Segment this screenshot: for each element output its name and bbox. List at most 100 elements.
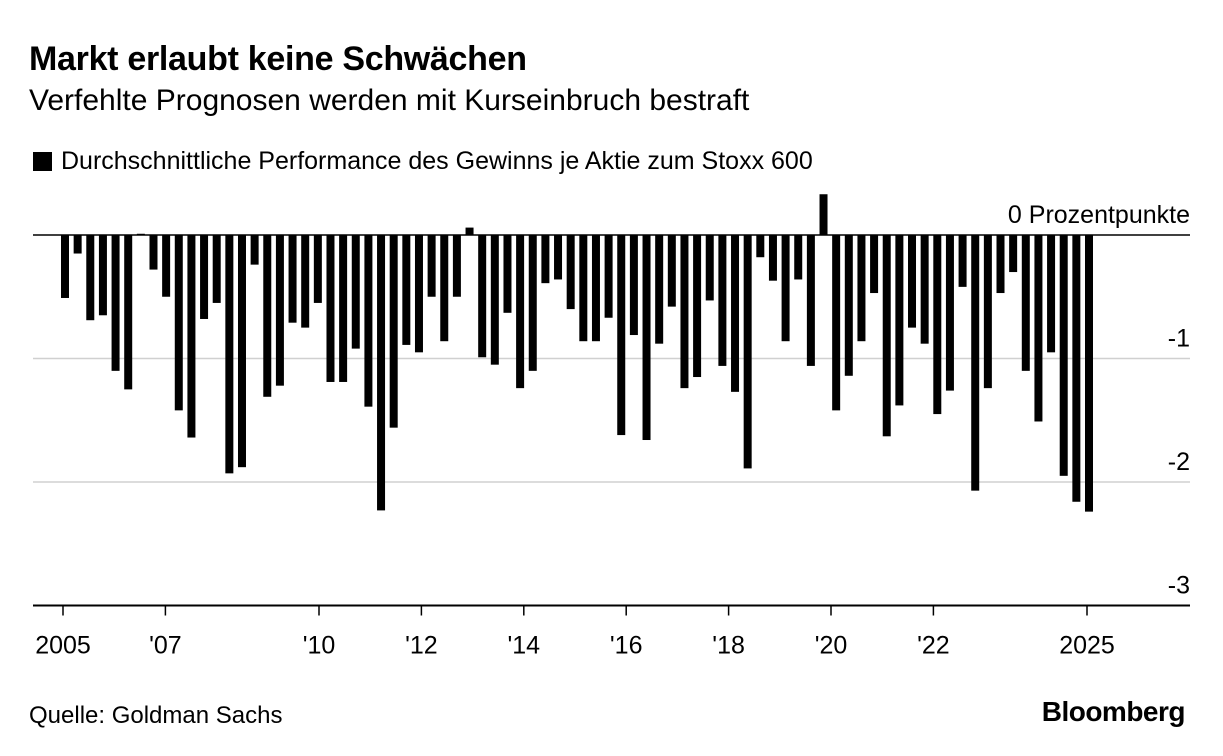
- bar: [414, 235, 423, 353]
- bar: [465, 227, 474, 235]
- bar: [844, 235, 853, 376]
- bar: [313, 235, 322, 303]
- bar: [124, 235, 133, 390]
- bars: [61, 194, 1093, 512]
- bar: [162, 235, 171, 297]
- bar: [832, 235, 841, 411]
- chart-subtitle: Verfehlte Prognosen werden mit Kurseinbr…: [29, 84, 750, 117]
- bar: [781, 235, 790, 342]
- bar: [1021, 235, 1030, 371]
- bar: [680, 235, 689, 389]
- x-tick-label: '14: [508, 632, 541, 660]
- x-tick-label: '20: [815, 632, 848, 660]
- bar: [693, 235, 702, 378]
- bar: [1047, 235, 1056, 353]
- y-tick-label: 0 Prozentpunkte: [1008, 201, 1190, 229]
- bar: [768, 235, 777, 281]
- bar: [61, 235, 69, 298]
- bar: [1072, 235, 1081, 502]
- bar: [895, 235, 904, 406]
- bar: [806, 235, 815, 366]
- bar: [174, 235, 183, 411]
- x-tick-label: '16: [610, 632, 643, 660]
- bar: [882, 235, 891, 437]
- bar: [275, 235, 284, 386]
- bar: [718, 235, 727, 366]
- bar: [528, 235, 537, 371]
- bar: [301, 235, 310, 328]
- bar: [731, 235, 740, 392]
- bar: [440, 235, 449, 342]
- bar: [503, 235, 512, 313]
- x-tick-label: '18: [712, 632, 745, 660]
- bar: [237, 235, 246, 468]
- bar: [1009, 235, 1018, 273]
- bar: [857, 235, 866, 342]
- bar: [591, 235, 600, 342]
- y-axis-labels: 0 Prozentpunkte -1 -2 -3: [1008, 201, 1190, 600]
- bar: [389, 235, 398, 428]
- legend-swatch: [33, 152, 52, 171]
- bar: [908, 235, 917, 328]
- bar: [554, 235, 563, 280]
- bar: [566, 235, 575, 310]
- x-axis-labels: 2005 '07 '10 '12 '14 '16 '18 '20 '22 2025: [35, 605, 1115, 660]
- bar: [1059, 235, 1068, 476]
- bar: [655, 235, 664, 344]
- bar: [743, 235, 752, 469]
- bar: [490, 235, 499, 365]
- bar: [225, 235, 234, 474]
- bar: [958, 235, 967, 287]
- bar: [933, 235, 942, 415]
- bar: [288, 235, 297, 323]
- bloomberg-logo: Bloomberg: [1041, 696, 1186, 727]
- source-note: Quelle: Goldman Sachs: [29, 702, 283, 729]
- bar: [1085, 235, 1093, 512]
- bar: [996, 235, 1005, 294]
- bar: [705, 235, 714, 301]
- x-tick-label: '10: [303, 632, 336, 660]
- chart-title: Markt erlaubt keine Schwächen: [29, 40, 527, 78]
- bar: [819, 194, 828, 235]
- bar: [427, 235, 436, 297]
- y-tick-label: -2: [1168, 448, 1190, 476]
- bar: [629, 235, 638, 336]
- bar: [339, 235, 348, 382]
- bar: [187, 235, 196, 438]
- bar: [1034, 235, 1043, 422]
- bar: [452, 235, 461, 297]
- x-tick-label: '07: [149, 632, 182, 660]
- bar: [756, 235, 765, 258]
- bar: [250, 235, 259, 265]
- bar: [478, 235, 487, 358]
- bar: [111, 235, 120, 371]
- gridlines: [33, 357, 1190, 607]
- bar: [377, 235, 386, 511]
- bar: [326, 235, 335, 382]
- y-tick-label: -1: [1168, 325, 1190, 353]
- bar: [794, 235, 803, 280]
- x-tick-label: '12: [405, 632, 438, 660]
- bar: [351, 235, 360, 349]
- bar: [579, 235, 588, 342]
- bar: [604, 235, 613, 318]
- bar: [212, 235, 221, 303]
- bar: [945, 235, 954, 391]
- y-tick-label: -3: [1168, 572, 1190, 600]
- bar: [200, 235, 209, 319]
- bar: [642, 235, 651, 441]
- bar: [920, 235, 929, 344]
- bar: [870, 235, 879, 294]
- x-axis: [33, 234, 1190, 607]
- bar: [402, 235, 411, 345]
- bar: [364, 235, 373, 407]
- bar: [263, 235, 272, 397]
- bar: [983, 235, 992, 389]
- bar: [667, 235, 676, 307]
- x-tick-label: 2025: [1059, 632, 1115, 660]
- x-tick-label: '22: [917, 632, 950, 660]
- bar: [73, 235, 82, 254]
- bar: [98, 235, 107, 316]
- bar: [617, 235, 626, 436]
